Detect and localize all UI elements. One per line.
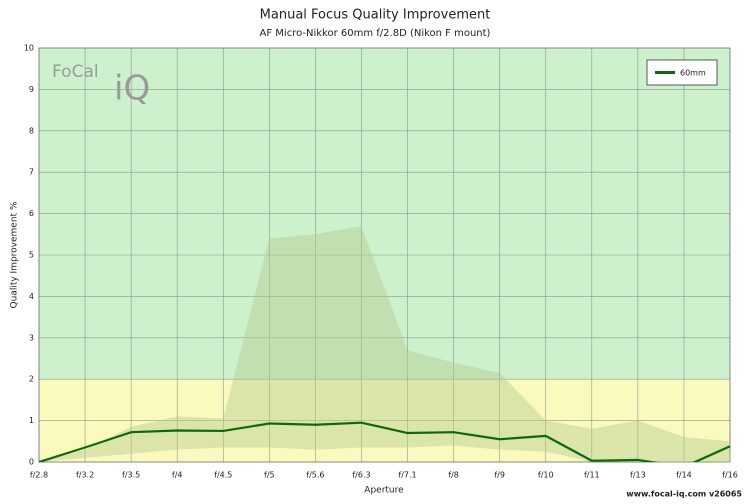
x-tick-label: f/13: [630, 471, 646, 480]
x-tick-label: f/5: [264, 471, 275, 480]
x-tick-label: f/3.2: [76, 471, 94, 480]
y-tick-label: 0: [29, 458, 34, 467]
x-tick-label: f/3.5: [122, 471, 140, 480]
y-tick-label: 2: [29, 375, 34, 384]
logo-text: FoCal: [52, 62, 99, 82]
y-tick-label: 4: [29, 292, 34, 301]
data-line: [39, 421, 730, 462]
x-axis-label: Aperture: [364, 486, 404, 496]
legend-label: 60mm: [680, 69, 706, 78]
x-tick-label: f/4: [172, 471, 183, 480]
range-band: [39, 226, 730, 462]
chart-subtitle: AF Micro-Nikkor 60mm f/2.8D (Nikon F mou…: [260, 28, 491, 39]
y-axis-label: Quality Improvement %: [10, 201, 20, 308]
x-tick-label: f/2.8: [30, 471, 48, 480]
y-tick-label: 3: [29, 333, 34, 342]
y-tick-label: 8: [29, 126, 34, 135]
x-tick-label: f/10: [538, 471, 554, 480]
x-tick-label: f/7.1: [398, 471, 416, 480]
footer: www.focal-iq.com v26065: [626, 490, 742, 499]
y-tick-label: 10: [24, 44, 34, 53]
x-tick-label: f/6.3: [352, 471, 370, 480]
x-tick-label: f/5.6: [306, 471, 324, 480]
y-tick-label: 5: [29, 251, 34, 260]
x-tick-label: f/14: [676, 471, 692, 480]
plot: 0 1 2 3 4 5 6 7 8 9 10 f/2.8 f/3.2 f/3.5 f/4 f/4.5 f/5 f/…: [24, 44, 738, 480]
x-tick-label: f/16: [722, 471, 738, 480]
plot-border: [38, 47, 731, 463]
chart-title: Manual Focus Quality Improvement: [260, 8, 491, 23]
x-tick-label: f/8: [448, 471, 459, 480]
y-tick-label: 7: [29, 168, 34, 177]
y-tick-label: 6: [29, 209, 34, 218]
x-tick-label: f/9: [494, 471, 505, 480]
logo-text: iQ: [114, 69, 150, 109]
x-tick-label: f/11: [584, 471, 600, 480]
y-tick-label: 1: [29, 416, 34, 425]
x-tick-label: f/4.5: [214, 471, 232, 480]
y-tick-label: 9: [29, 85, 34, 94]
